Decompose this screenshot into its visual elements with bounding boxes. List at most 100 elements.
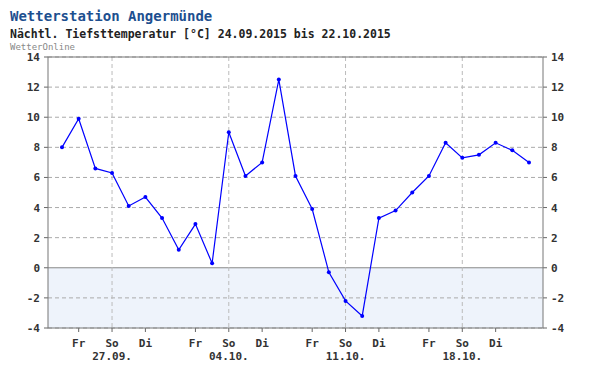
tick-mark (543, 237, 547, 238)
y-tick-label: 6 (551, 171, 558, 184)
x-tick-label: Fr (189, 337, 203, 350)
grid-line (48, 147, 543, 148)
tick-mark (44, 207, 48, 208)
y-tick-label: -4 (551, 322, 565, 335)
data-point (93, 166, 97, 170)
x-tick-label: Di (139, 337, 153, 350)
x-tick-label: So (456, 337, 470, 350)
tick-mark (195, 328, 196, 332)
y-tick-label: 14 (27, 51, 41, 64)
frost-area (48, 268, 543, 328)
data-point (260, 160, 264, 164)
data-point (394, 209, 398, 213)
data-point (460, 156, 464, 160)
data-point (143, 195, 147, 199)
y-tick-label: 10 (551, 111, 564, 124)
subtitle: Nächtl. Tiefsttemperatur [°C] 24.09.2015… (10, 27, 391, 41)
y-tick-label: 4 (33, 202, 40, 215)
data-point (193, 222, 197, 226)
tick-mark (462, 328, 463, 332)
tick-mark (378, 328, 379, 332)
x-tick-label: So (339, 337, 353, 350)
y-tick-label: 2 (33, 232, 40, 245)
tick-mark (543, 117, 547, 118)
data-point (310, 207, 314, 211)
data-point (77, 117, 81, 121)
data-point (510, 148, 514, 152)
tick-mark (262, 328, 263, 332)
grid-line (48, 237, 543, 238)
grid-line (48, 297, 543, 298)
y-tick-label: 10 (27, 111, 40, 124)
tick-mark (44, 237, 48, 238)
y-tick-label: 0 (551, 262, 558, 275)
tick-mark (44, 57, 48, 58)
x-date-label: 04.10. (209, 350, 249, 363)
x-tick-label: Fr (72, 337, 86, 350)
tick-mark (44, 177, 48, 178)
x-tick-label: Fr (306, 337, 320, 350)
data-point (427, 174, 431, 178)
data-point (210, 261, 214, 265)
tick-mark (44, 328, 48, 329)
title: Wetterstation Angermünde (10, 8, 212, 24)
grid-line (48, 117, 543, 118)
data-point (127, 204, 131, 208)
data-point (227, 130, 231, 134)
tick-mark (345, 328, 346, 332)
y-tick-label: 12 (551, 81, 564, 94)
tick-mark (428, 328, 429, 332)
tick-mark (543, 328, 547, 329)
data-line (62, 80, 529, 316)
x-tick-label: So (105, 337, 119, 350)
data-point (160, 216, 164, 220)
x-tick-label: Di (489, 337, 503, 350)
y-tick-label: 2 (551, 232, 558, 245)
tick-mark (543, 87, 547, 88)
tick-mark (44, 87, 48, 88)
chart: Wetterstation Angermünde Nächtl. Tiefstte… (0, 0, 600, 366)
y-tick-label: 8 (551, 141, 558, 154)
tick-mark (44, 267, 48, 268)
tick-mark (112, 328, 113, 332)
y-tick-label: -2 (551, 292, 564, 305)
x-tick-label: So (222, 337, 236, 350)
y-tick-label: -4 (27, 322, 41, 335)
tick-mark (145, 328, 146, 332)
grid-line (48, 87, 543, 88)
grid-line (462, 57, 463, 328)
tick-mark (495, 328, 496, 332)
data-point (377, 216, 381, 220)
data-point (494, 141, 498, 145)
data-point (110, 171, 114, 175)
tick-mark (228, 328, 229, 332)
x-tick-label: Di (372, 337, 386, 350)
x-tick-label: Di (256, 337, 270, 350)
tick-mark (44, 297, 48, 298)
data-point (60, 145, 64, 149)
data-point (444, 141, 448, 145)
series-group (60, 78, 531, 318)
data-point (327, 270, 331, 274)
x-date-label: 27.09. (92, 350, 132, 363)
data-point (344, 299, 348, 303)
tick-mark (543, 177, 547, 178)
tick-mark (543, 57, 547, 58)
chart-container: Wetterstation Angermünde Nächtl. Tiefstte… (0, 0, 600, 366)
data-point (177, 248, 181, 252)
y-tick-label: 6 (33, 171, 40, 184)
tick-mark (312, 328, 313, 332)
data-point (277, 78, 281, 82)
grid-line (48, 207, 543, 208)
y-tick-label: 0 (33, 262, 40, 275)
data-point (243, 174, 247, 178)
y-tick-label: -2 (27, 292, 40, 305)
y-tick-label: 14 (551, 51, 565, 64)
grid-line (345, 57, 346, 328)
plot-background (48, 57, 543, 328)
y-tick-label: 4 (551, 202, 558, 215)
y-tick-label: 8 (33, 141, 40, 154)
grid-line (48, 267, 543, 268)
grid-line (228, 57, 229, 328)
tick-mark (543, 147, 547, 148)
